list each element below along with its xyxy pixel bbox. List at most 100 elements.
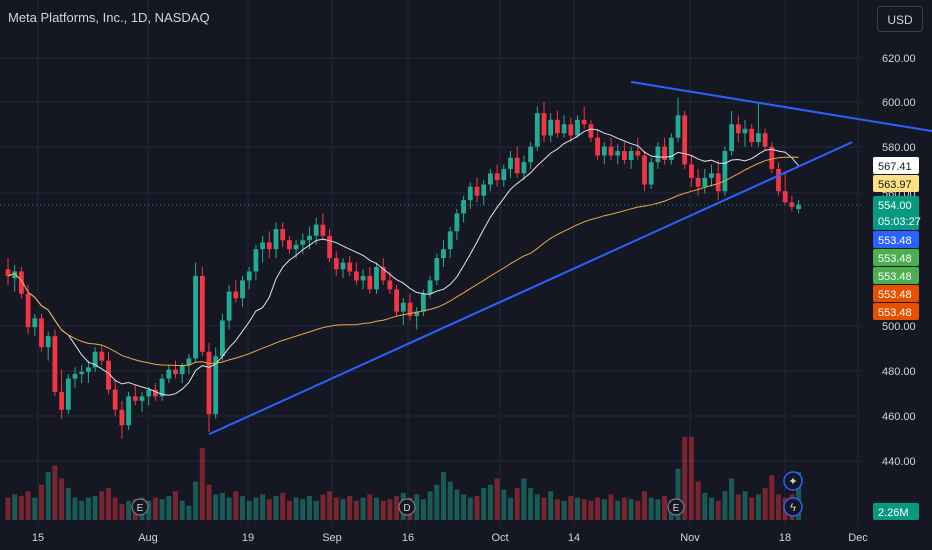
candle [628,146,634,169]
price-badge-label: 567.41 [878,161,912,173]
candle [320,213,326,241]
time-axis[interactable]: 15 Aug 19 Sep 16 Oct 14 Nov 18 Dec [32,532,868,544]
candle [99,345,105,366]
price-badge: 553.48 [873,249,919,266]
volume-bar [621,497,627,520]
volume-bar [554,499,560,520]
price-badge: 553.48 [873,231,919,248]
trendline[interactable] [208,141,853,436]
candle [45,331,51,361]
moving-average-line [7,156,799,366]
trendline[interactable] [630,80,932,142]
volume-bar [481,488,487,520]
volume-bar [387,499,393,520]
lightning-icon[interactable] [783,497,803,517]
volume-bar [722,491,728,520]
candle [635,137,641,160]
volume-bar [300,499,306,520]
candle [588,119,594,143]
side-icons[interactable]: ✦ ϟ [783,471,803,517]
candle [608,137,614,160]
candle [575,115,580,138]
volume-bar [253,497,259,520]
candle [702,168,708,194]
volume-bar [608,494,614,520]
volume-bar [85,497,91,520]
moving-average-line [7,128,799,396]
candle [173,360,178,379]
volume-bar [447,481,453,520]
candle [749,124,755,147]
candle [555,110,560,138]
volume-bar [508,497,513,520]
candle [528,142,533,169]
candle [300,233,306,254]
candlesticks [5,97,801,439]
price-badge-label: 553.48 [878,271,912,283]
event-marker-label: E [137,503,144,514]
volume-bar [769,475,775,520]
volume-bar [461,494,467,520]
volume-bar [219,492,225,520]
volume-bar [5,497,11,520]
candle [447,226,453,259]
candle [220,313,225,361]
volume-bar [474,496,480,520]
candle [715,159,721,201]
moving-averages [7,128,799,396]
y-tick-label: 480.00 [882,366,916,378]
event-marker-d[interactable]: D [398,498,416,516]
candle [695,168,701,196]
candle [166,365,172,383]
volume-bar [166,496,172,520]
candle [595,128,600,160]
volume-bar [635,500,641,520]
alert-icon[interactable] [783,471,803,491]
candle [193,262,198,363]
volume-bar [655,499,661,520]
y-tick-label: 460.00 [882,411,916,423]
candle [287,235,292,254]
candle [400,298,406,325]
candle [139,391,145,412]
candle [146,387,152,406]
candle [481,180,487,205]
candle [648,157,654,189]
price-badge-label: 553.48 [878,289,912,301]
volume-bar [595,497,601,520]
event-marker-e[interactable]: E [667,498,685,516]
candle [387,271,393,294]
x-tick-label: Nov [680,532,700,544]
volume-bar [487,484,493,520]
volume-bar [79,500,85,520]
price-badge: 567.41 [873,157,919,174]
volume-bar [695,481,701,520]
volume-bar [682,436,688,520]
volume-bar [755,494,761,520]
candle [548,113,554,143]
candle [769,142,775,174]
event-marker-e[interactable]: E [131,498,149,516]
candle [226,284,232,330]
x-tick-label: 19 [242,532,254,544]
volume-bar [414,494,420,520]
volume-bar [246,500,252,520]
candle [521,155,527,181]
volume-bar [353,500,359,520]
volume-bar [749,497,755,520]
volume-bar [581,499,587,520]
candle [266,231,272,259]
candle [32,313,38,337]
candle [601,142,607,165]
candle [434,253,440,285]
symbol-title[interactable]: Meta Platforms, Inc., 1D, NASDAQ [8,10,210,25]
trendlines[interactable] [0,80,932,436]
volume-bar [360,497,366,520]
price-badge-label: 554.00 [878,200,912,212]
volume-bar [776,494,781,520]
volume-bar [333,497,339,520]
currency-button[interactable]: USD [877,6,923,32]
price-badges: 567.41 563.97 554.00 05:03:27 553.48 553.48 55… [873,157,921,320]
